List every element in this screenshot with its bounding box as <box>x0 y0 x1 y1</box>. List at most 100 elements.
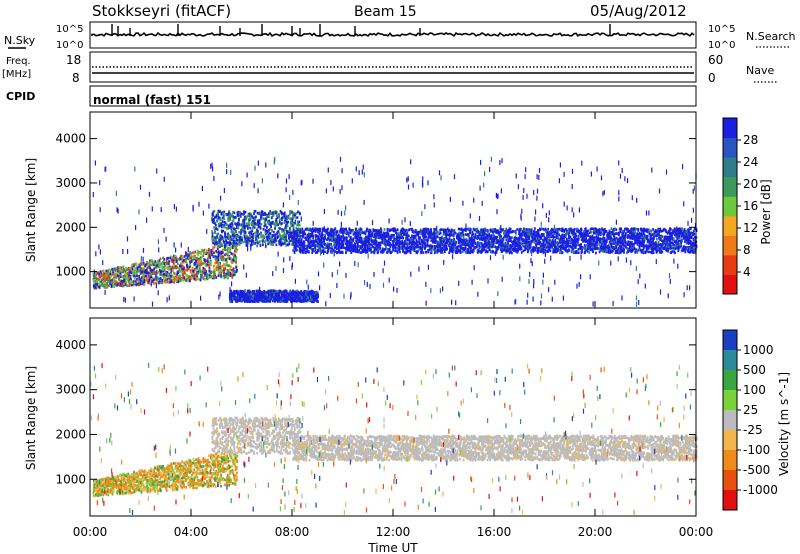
scatter-cell <box>208 269 211 273</box>
scatter-cell <box>471 239 474 242</box>
scatter-cell <box>235 244 238 248</box>
scatter-cell <box>678 239 681 243</box>
scatter-cell <box>168 265 171 269</box>
scatter-cell <box>247 227 249 230</box>
scatter-cell <box>409 251 412 255</box>
scatter-cell <box>184 268 187 272</box>
scatter-cell <box>180 262 183 265</box>
scatter-cell <box>257 231 259 235</box>
scatter-cell <box>162 275 165 278</box>
scatter-cell <box>657 242 660 246</box>
scatter-cell <box>435 240 438 244</box>
scatter-cell <box>448 232 451 236</box>
scatter-cell <box>574 242 577 246</box>
scatter-cell <box>300 249 303 252</box>
scatter-cell <box>199 269 202 273</box>
scatter-cell <box>130 267 132 271</box>
scatter-cell <box>233 254 235 257</box>
scatter-cell <box>148 261 151 265</box>
scatter-cell <box>218 252 221 255</box>
scatter-cell <box>495 246 497 249</box>
scatter-cell <box>177 280 180 284</box>
scatter-cell <box>217 241 220 244</box>
scatter-cell <box>284 225 287 229</box>
scatter-cell <box>231 238 233 241</box>
scatter-cell <box>105 284 108 288</box>
scatter-cell <box>418 230 421 234</box>
scatter-cell <box>225 239 228 243</box>
scatter-cell <box>172 264 175 268</box>
scatter-cell <box>676 242 679 245</box>
scatter-cell <box>225 236 228 239</box>
scatter-cell <box>355 239 357 243</box>
scatter-cell <box>379 246 382 250</box>
scatter-cell <box>495 248 498 252</box>
scatter-cell <box>227 224 230 227</box>
scatter-cell <box>258 212 261 215</box>
scatter-cell <box>125 281 128 284</box>
scatter-cell <box>631 237 634 241</box>
scatter-cell <box>661 250 664 254</box>
scatter-cell <box>526 235 528 238</box>
scatter-cell <box>659 243 662 246</box>
scatter-cell <box>400 236 403 240</box>
scatter-cell <box>518 232 520 235</box>
scatter-cell <box>478 244 481 247</box>
scatter-cell <box>163 265 166 268</box>
scatter-cell <box>396 246 399 249</box>
scatter-cell <box>692 238 695 241</box>
scatter-cell <box>326 230 329 234</box>
scatter-cell <box>671 235 673 238</box>
scatter-cell <box>174 278 176 282</box>
scatter-cell <box>333 243 336 247</box>
scatter-cell <box>195 260 198 263</box>
scatter-cell <box>96 272 99 275</box>
scatter-cell <box>215 223 217 227</box>
scatter-cell <box>403 241 406 245</box>
scatter-cell <box>567 229 570 233</box>
scatter-cell <box>95 285 98 288</box>
scatter-cell <box>238 223 240 226</box>
scatter-cell <box>304 227 307 231</box>
scatter-cell <box>156 276 159 280</box>
scatter-cell <box>636 251 639 254</box>
scatter-cell <box>204 278 206 281</box>
scatter-cell <box>371 243 373 246</box>
scatter-cell <box>176 262 179 266</box>
scatter-cell <box>359 227 362 230</box>
scatter-cell <box>341 229 344 232</box>
scatter-cell <box>220 211 223 215</box>
scatter-cell <box>180 276 182 280</box>
scatter-cell <box>211 220 214 224</box>
scatter-cell <box>153 269 156 273</box>
scatter-cell <box>94 271 97 274</box>
scatter-cell <box>122 276 125 279</box>
scatter-cell <box>288 229 291 232</box>
scatter-cell <box>146 268 148 272</box>
scatter-cell <box>196 257 199 261</box>
scatter-cell <box>144 270 147 274</box>
nsearch-tick-bottom: 10^0 <box>708 40 735 51</box>
scatter-cell <box>138 269 140 273</box>
scatter-cell <box>270 225 272 228</box>
scatter-cell <box>253 226 256 229</box>
scatter-cell <box>304 244 307 248</box>
scatter-cell <box>552 250 555 254</box>
scatter-cell <box>297 234 299 238</box>
scatter-cell <box>444 248 446 252</box>
scatter-cell <box>457 227 460 231</box>
scatter-cell <box>238 217 240 221</box>
scatter-cell <box>441 251 444 254</box>
scatter-cell <box>484 242 487 246</box>
scatter-cell <box>169 278 171 281</box>
scatter-cell <box>183 259 186 262</box>
scatter-cell <box>663 228 666 231</box>
scatter-cell <box>324 242 326 246</box>
scatter-cell <box>381 247 384 251</box>
scatter-cell <box>628 235 631 239</box>
scatter-cell <box>95 280 98 283</box>
scatter-cell <box>589 228 592 231</box>
scatter-cell <box>413 231 415 234</box>
scatter-cell <box>261 239 264 243</box>
scatter-cell <box>280 211 283 214</box>
